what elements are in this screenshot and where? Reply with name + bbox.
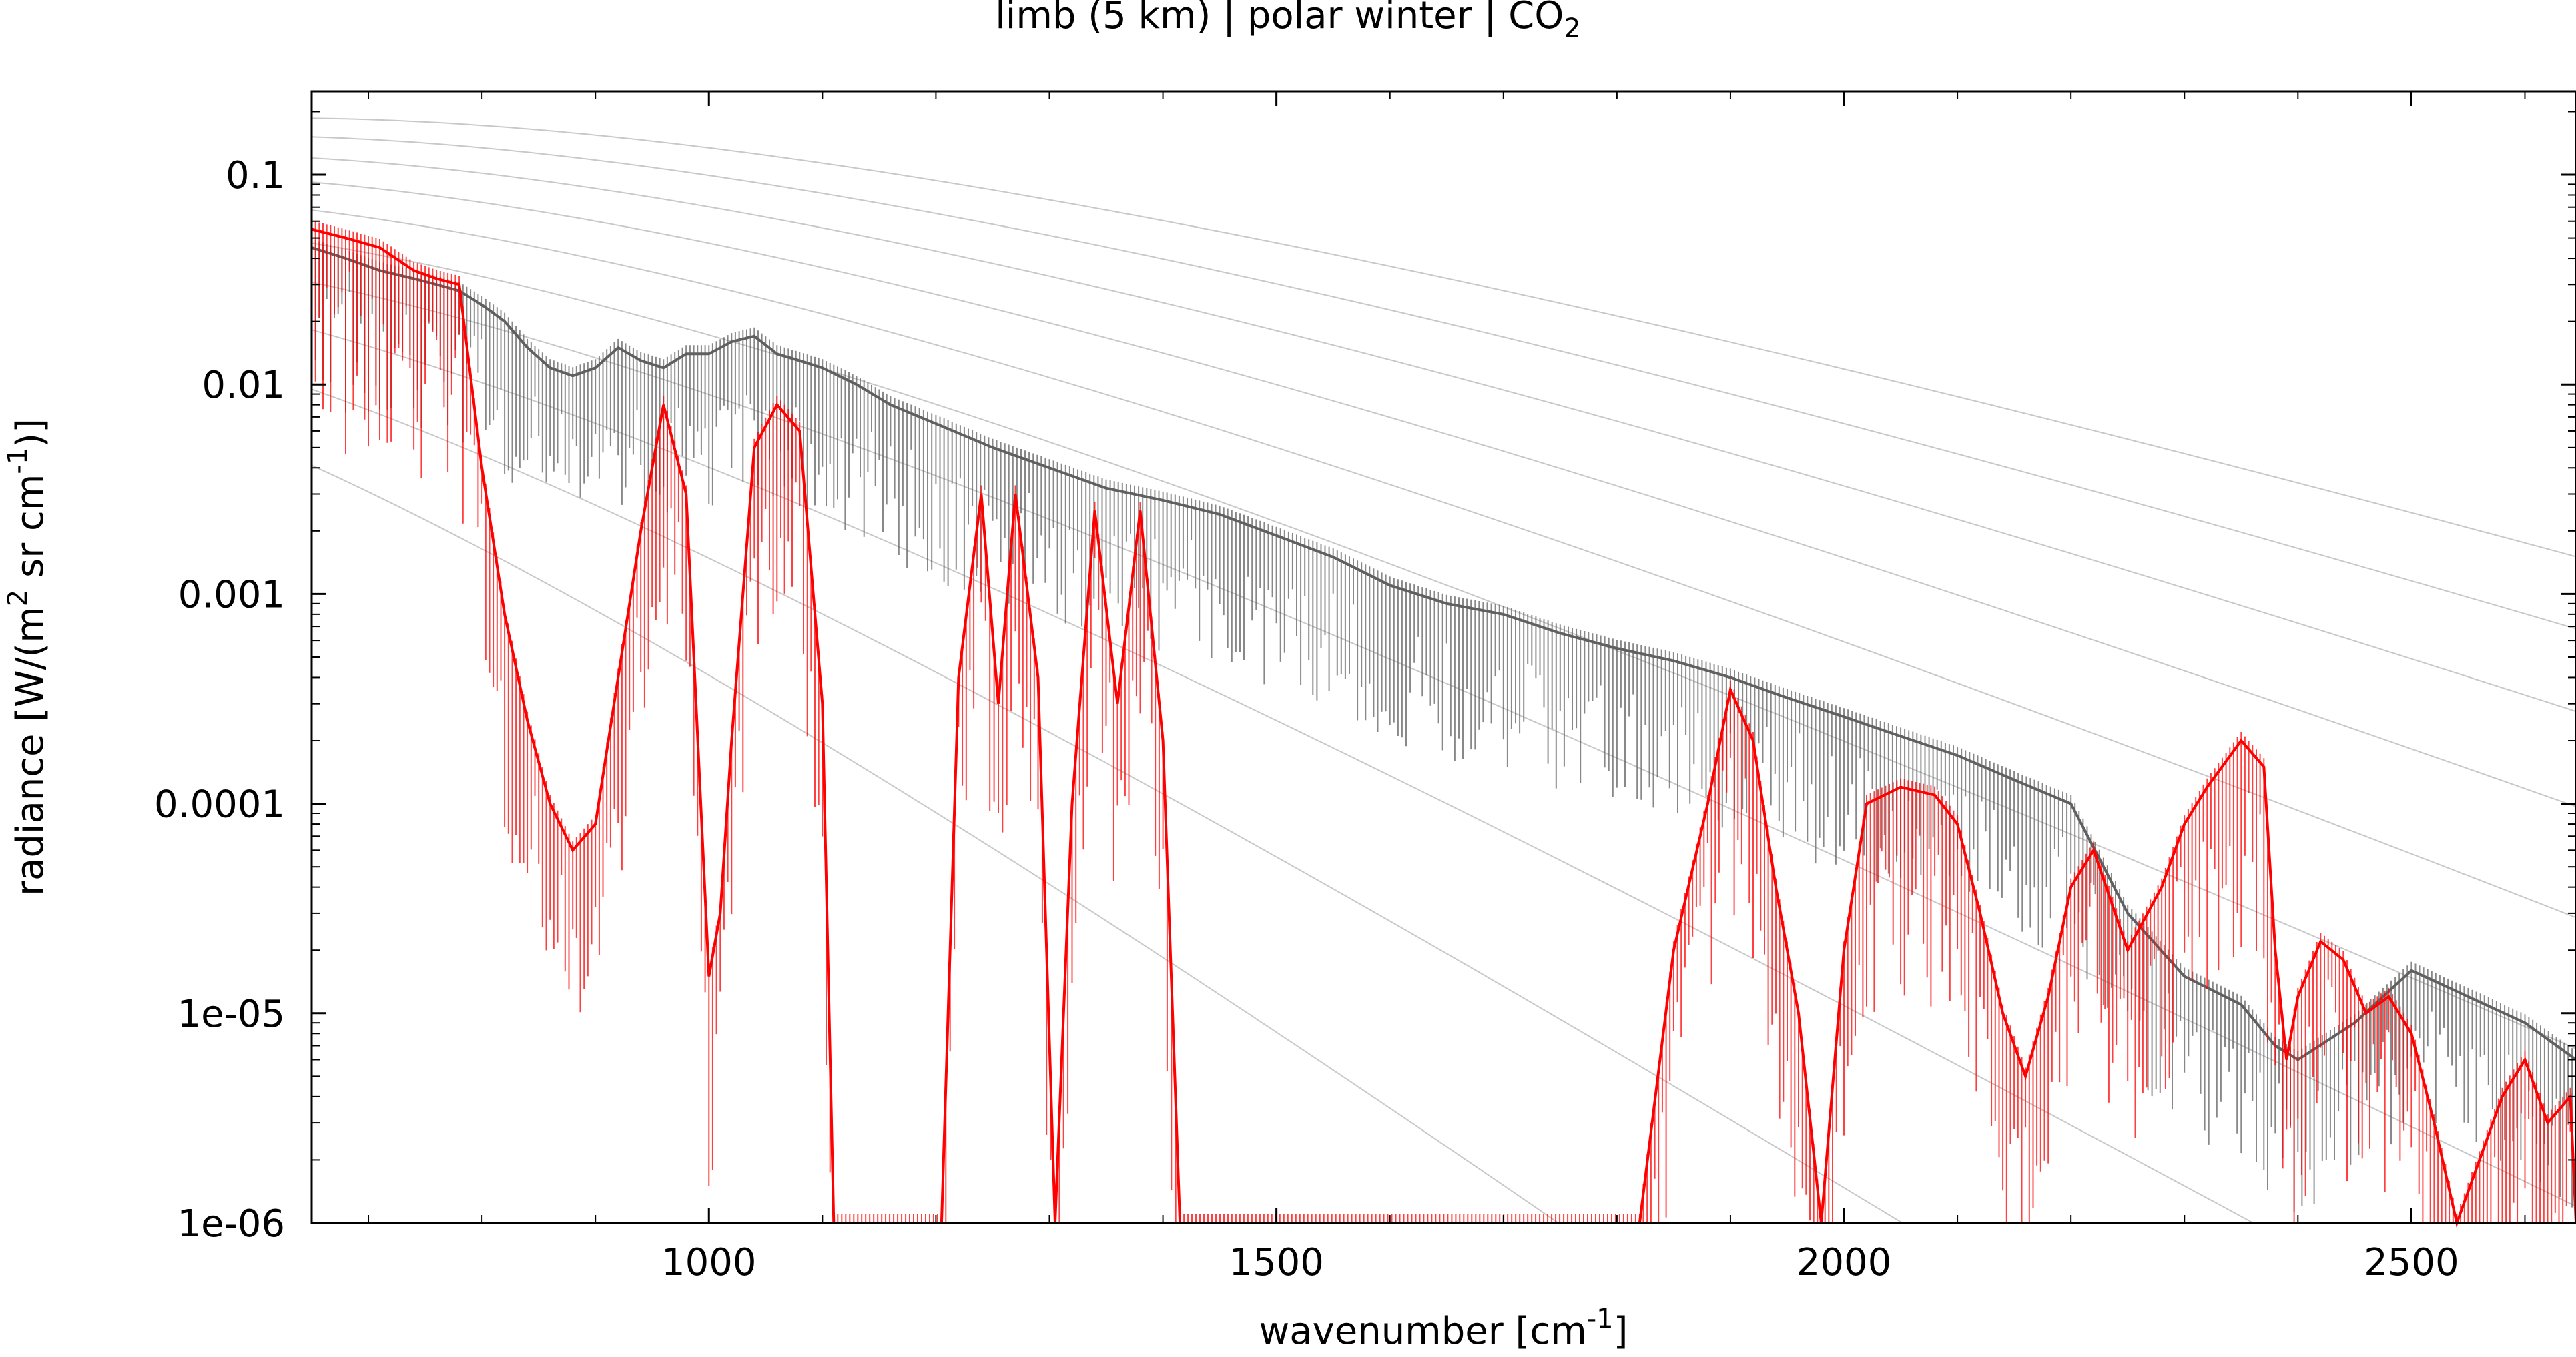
planck-reference-curves (311, 117, 2576, 1225)
y-axis-label-part-3: )] (9, 418, 52, 448)
y-tick-label: 1e-06 (177, 1202, 285, 1246)
y-axis-label-superscript-2: -1 (3, 448, 33, 474)
x-axis-label-main: wavenumber [cm (1259, 1310, 1586, 1353)
planck-curve-280k (311, 157, 2576, 713)
co2-radiance-series (311, 220, 2576, 1228)
y-tick-label: 0.1 (226, 154, 285, 197)
co2-radiance-line (311, 228, 2576, 1228)
x-tick-label: 2000 (1797, 1241, 1892, 1284)
x-tick-label: 1500 (1229, 1241, 1324, 1284)
y-axis-label: radiance [W/(m2 sr cm-1)] (3, 418, 52, 896)
y-tick-label: 0.0001 (154, 783, 285, 827)
y-axis-label-part-1: radiance [W/(m (9, 606, 52, 896)
chart-title: limb (5 km) | polar winter | CO2 (995, 0, 1580, 44)
x-axis: 1000 1500 2000 2500 (368, 91, 2526, 1284)
x-tick-label: 2500 (2364, 1241, 2459, 1284)
planck-curve-140k (311, 464, 1561, 1225)
planck-curve-240k (311, 209, 2576, 919)
total-radiance-line (311, 246, 2576, 1061)
planck-curve-300k (311, 136, 2576, 630)
x-axis-label-end: ] (1614, 1310, 1628, 1353)
y-tick-label: 1e-05 (177, 993, 285, 1036)
planck-curve-180k (311, 329, 2253, 1224)
chart-title-subscript: 2 (1564, 13, 1580, 44)
y-axis-label-part-2: sr cm (9, 474, 52, 590)
total-radiance-series (311, 239, 2576, 1212)
planck-curve-220k (311, 242, 2576, 1049)
planck-curve-160k (311, 388, 1901, 1223)
chart-title-main: limb (5 km) | polar winter | CO (995, 0, 1564, 37)
x-axis-label-superscript: -1 (1587, 1304, 1614, 1334)
x-tick-label: 1000 (661, 1241, 757, 1284)
planck-curve-260k (311, 181, 2576, 807)
total-radiance-spectral-lines (311, 239, 2573, 1212)
y-tick-label: 0.001 (178, 573, 285, 616)
co2-radiance-spectral-lines (311, 220, 2571, 1223)
y-axis-label-superscript-1: 2 (3, 590, 33, 606)
y-axis: 1e-06 1e-05 0.0001 0.001 0.01 0.1 (154, 111, 2576, 1246)
x-axis-label: wavenumber [cm-1] (1259, 1304, 1628, 1353)
planck-curve-200k (311, 281, 2576, 1207)
y-tick-label: 0.01 (202, 364, 285, 407)
plot-frame (310, 90, 2576, 1224)
planck-curve-320k (311, 117, 2576, 558)
